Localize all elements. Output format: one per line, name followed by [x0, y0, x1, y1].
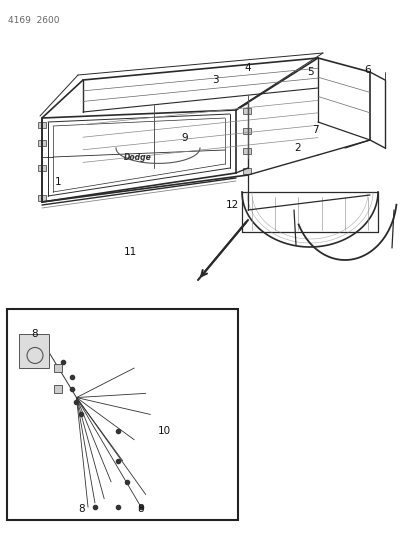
Text: 6: 6 [365, 65, 371, 75]
Bar [38, 140, 46, 146]
Bar [54, 364, 62, 372]
Text: 8: 8 [78, 504, 84, 514]
Text: 1: 1 [55, 177, 61, 187]
Text: 3: 3 [212, 75, 218, 85]
Text: 9: 9 [182, 133, 188, 143]
Text: 5: 5 [307, 67, 313, 77]
Bar [243, 128, 251, 134]
Text: 4169  2600: 4169 2600 [8, 16, 60, 25]
Text: 11: 11 [123, 247, 137, 257]
Text: Dodge: Dodge [124, 154, 152, 163]
Text: 7: 7 [312, 125, 318, 135]
Text: 8: 8 [32, 329, 38, 340]
Bar [7, 309, 238, 520]
Text: 4: 4 [245, 63, 251, 73]
Bar [243, 168, 251, 174]
Bar [54, 385, 62, 393]
Text: 10: 10 [157, 426, 171, 436]
Bar [243, 148, 251, 154]
Bar [38, 195, 46, 201]
Bar [19, 334, 49, 368]
Bar [38, 122, 46, 128]
Text: 12: 12 [225, 200, 239, 210]
Text: 8: 8 [138, 504, 144, 514]
Text: 2: 2 [295, 143, 302, 153]
Bar [243, 108, 251, 114]
Bar [38, 165, 46, 171]
